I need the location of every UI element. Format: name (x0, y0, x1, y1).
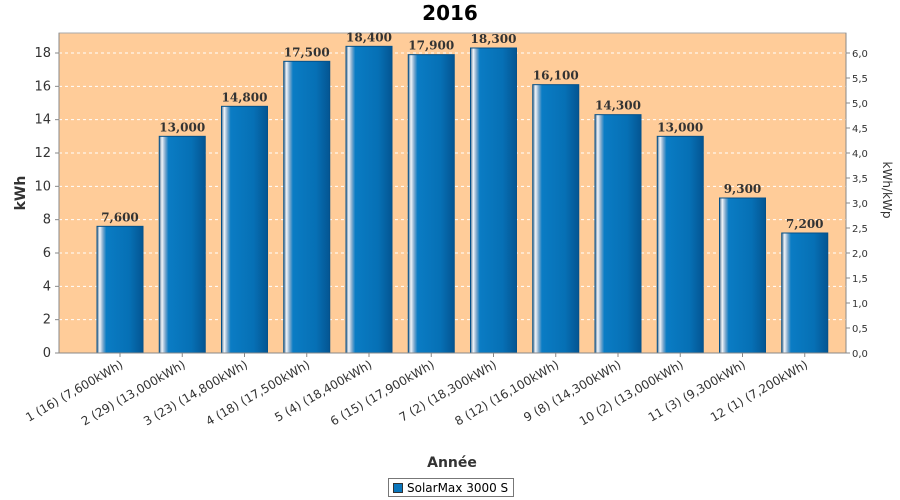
y-tick-label: 10 (34, 179, 51, 194)
x-tick-label: 4 (18) (17,500kWh) (203, 357, 312, 428)
y-axis-right-title: kWh/kWp (880, 162, 894, 219)
bars (96, 45, 829, 354)
y-ticks-left: 0 2 4 6 8 10 12 14 16 18 (34, 46, 59, 361)
y-tick-label: 0 (43, 346, 51, 361)
x-tick-label: 1 (16) (7,600kWh) (23, 357, 125, 424)
y-right-tick-label: 1,5 (852, 274, 868, 285)
bar-value-label: 9,300 (724, 182, 762, 196)
bar-value-label: 18,300 (471, 32, 517, 46)
y-right-tick-label: 6,0 (852, 49, 868, 60)
y-right-tick-label: 0,0 (852, 349, 868, 360)
x-tick-label: 3 (23) (14,800kWh) (141, 357, 250, 428)
y-right-tick-label: 0,5 (852, 324, 868, 335)
bar-value-label: 17,900 (408, 39, 454, 53)
y-right-tick-label: 5,5 (852, 74, 868, 85)
y-tick-label: 14 (34, 113, 51, 128)
bar (781, 232, 829, 354)
y-tick-label: 18 (34, 46, 51, 61)
bar (656, 135, 704, 354)
y-tick-label: 4 (43, 279, 51, 294)
bar (283, 60, 331, 354)
y-right-tick-label: 5,0 (852, 99, 868, 110)
legend-swatch (393, 482, 403, 493)
y-tick-label: 16 (34, 79, 51, 94)
bar-value-label: 16,100 (533, 69, 579, 83)
legend-label: SolarMax 3000 S (407, 480, 509, 495)
gridlines (59, 52, 846, 321)
y-right-tick-label: 1,0 (852, 299, 868, 310)
bar-value-label: 13,000 (159, 120, 205, 134)
bar-value-label: 7,200 (786, 217, 824, 231)
y-tick-label: 2 (43, 313, 51, 328)
chart-title: 2016 (422, 1, 478, 25)
y-axis-title: kWh (13, 176, 29, 211)
y-right-tick-label: 2,5 (852, 224, 868, 235)
bar-value-label: 18,400 (346, 30, 392, 44)
x-tick-label: 2 (29) (13,000kWh) (79, 357, 188, 428)
x-ticks: 1 (16) (7,600kWh)2 (29) (13,000kWh)3 (23… (23, 353, 810, 428)
y-ticks-right: 0,0 0,5 1,0 1,5 2,0 2,5 3,0 3,5 4,0 4,5 5,0 5,5 6,0 (846, 49, 868, 360)
bar-value-label: 14,800 (222, 90, 268, 104)
x-tick-label: 6 (15) (17,900kWh) (328, 357, 437, 428)
bar-value-label: 13,000 (657, 120, 703, 134)
x-tick-label: 10 (2) (13,000kWh) (577, 357, 686, 428)
y-tick-label: 8 (43, 213, 51, 228)
y-right-tick-label: 2,0 (852, 249, 868, 260)
bar (221, 105, 268, 354)
bar (470, 47, 517, 354)
bar-value-label: 14,300 (595, 99, 641, 113)
bar (719, 197, 766, 354)
y-right-tick-label: 3,5 (852, 174, 868, 185)
bar (345, 45, 393, 354)
bar (407, 54, 455, 354)
value-labels: 7,600 13,000 14,800 17,500 18,400 17,900 18,30… (101, 30, 823, 231)
bar-value-label: 17,500 (284, 45, 330, 59)
y-right-tick-label: 4,0 (852, 149, 868, 160)
y-right-tick-label: 4,5 (852, 124, 868, 135)
bar-value-label: 7,600 (101, 210, 139, 224)
bar (158, 135, 206, 354)
y-right-tick-label: 3,0 (852, 199, 868, 210)
bar (96, 225, 144, 354)
bar (532, 84, 580, 354)
y-tick-label: 12 (34, 146, 51, 161)
x-tick-label: 8 (12) (16,100kWh) (452, 357, 561, 428)
x-axis-title: Année (427, 455, 477, 471)
y-tick-label: 6 (43, 246, 51, 261)
legend: SolarMax 3000 S (388, 478, 515, 497)
bar (594, 114, 642, 354)
